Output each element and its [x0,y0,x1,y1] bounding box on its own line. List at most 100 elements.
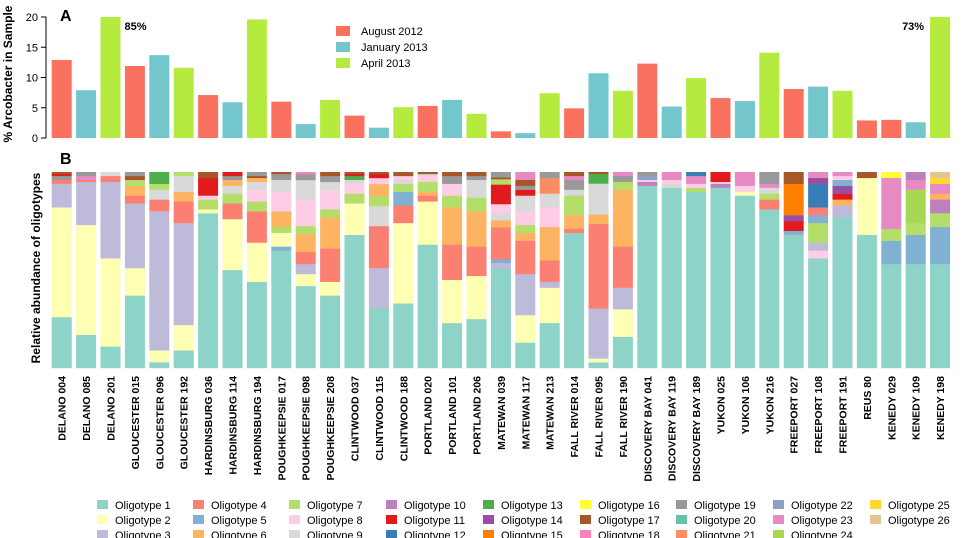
segment-oligotype-25 [930,177,951,184]
legend-swatch-oligotype-22 [773,500,784,509]
legend-swatch-oligotype-16 [580,500,591,509]
stack-yukon-106 [734,172,755,369]
segment-oligotype-23 [734,172,755,186]
segment-oligotype-11 [344,173,365,177]
segment-oligotype-3 [173,222,194,326]
segment-oligotype-12 [808,183,829,208]
segment-oligotype-23 [808,172,829,179]
bar-gloucester-015 [124,66,145,138]
segment-oligotype-19 [76,172,97,177]
segment-oligotype-2 [124,268,145,296]
segment-oligotype-11 [490,184,511,205]
legend-label-oligotype-25: Oligotype 25 [888,500,950,512]
stack-discovery-bay-119 [661,172,682,369]
segment-oligotype-4 [76,179,97,182]
segment-oligotype-9 [271,179,292,192]
x-label-matewan-117: MATEWAN 117 [520,376,532,449]
segment-oligotype-7 [759,193,780,200]
x-label-gloucester-015: GLOUCESTER 015 [130,376,142,470]
segment-oligotype-1 [100,346,121,369]
legend-label-oligotype-16: Oligotype 16 [598,500,660,512]
segment-oligotype-5 [271,246,292,251]
segment-oligotype-19 [637,172,658,177]
segment-oligotype-3 [588,308,609,359]
segment-oligotype-4 [173,201,194,224]
x-label-delano-085: DELANO 085 [81,376,93,441]
segment-oligotype-1 [344,234,365,369]
segment-oligotype-5 [930,226,951,265]
panel-a-y-tick-label: 20 [26,12,38,24]
segment-oligotype-23 [759,183,780,188]
segment-oligotype-4 [588,223,609,309]
stack-yukon-025 [710,172,731,369]
segment-oligotype-3 [539,281,560,288]
segment-oligotype-6 [466,211,487,247]
segment-oligotype-14 [832,185,853,194]
bar-value-label-delano-201: 85% [125,21,147,33]
segment-oligotype-17 [51,172,72,175]
legend-label-oligotype-5: Oligotype 5 [211,515,267,527]
segment-oligotype-1 [368,308,389,369]
segment-oligotype-15 [783,183,804,216]
stack-discovery-bay-041 [637,172,658,369]
legend-swatch-oligotype-9 [289,530,300,538]
segment-oligotype-1 [808,258,829,369]
segment-oligotype-6 [368,184,389,197]
segment-oligotype-6 [246,177,267,182]
segment-oligotype-23 [881,177,902,230]
segment-oligotype-17 [368,172,389,175]
segment-oligotype-8 [686,183,707,188]
stack-matewan-039 [490,172,511,369]
bar-poughkeepsie-208 [320,99,341,138]
segment-oligotype-2 [442,279,463,324]
panel-a-legend: August 2012 January 2013 April 2013 [336,26,428,70]
segment-oligotype-21 [539,177,560,194]
segment-oligotype-8 [661,179,682,184]
segment-oligotype-23 [905,179,926,190]
segment-oligotype-4 [393,205,414,224]
segment-oligotype-9 [222,185,243,194]
stack-clintwood-037 [344,172,365,369]
segment-oligotype-23 [930,183,951,194]
segment-oligotype-3 [149,211,170,351]
segment-oligotype-2 [271,232,292,247]
segment-oligotype-6 [588,214,609,225]
stack-portland-206 [466,172,487,369]
segment-oligotype-24 [905,189,926,224]
segment-oligotype-23 [612,172,633,177]
segment-oligotype-2 [320,281,341,296]
segment-oligotype-17 [856,172,877,179]
segment-oligotype-9 [100,172,121,177]
legend-label-oligotype-20: Oligotype 20 [694,515,756,527]
segment-oligotype-9 [149,189,170,200]
segment-oligotype-7 [246,201,267,212]
segment-oligotype-8 [515,211,536,226]
segment-oligotype-4 [222,203,243,220]
stack-fall-river-014 [564,172,585,369]
legend-swatch-oligotype-5 [193,515,204,524]
segment-oligotype-1 [124,295,145,369]
segment-oligotype-23 [661,172,682,181]
segment-oligotype-1 [320,295,341,369]
segment-oligotype-7 [271,226,292,233]
panel-a-y-axis: 0 5 10 15 20 [26,12,47,145]
segment-oligotype-6 [515,232,536,241]
segment-oligotype-17 [417,172,438,175]
x-label-portland-206: PORTLAND 206 [472,376,484,455]
segment-oligotype-2 [100,258,121,347]
legend-label-april-2013: April 2013 [361,58,411,70]
stack-poughkeepsie-208 [320,172,341,369]
segment-oligotype-2 [466,275,487,320]
segment-oligotype-1 [612,336,633,369]
segment-oligotype-19 [320,175,341,182]
segment-oligotype-17 [515,179,536,186]
x-label-kenedy-109: KENEDY 109 [911,376,923,440]
x-label-yukon-025: YUKON 025 [716,376,728,435]
segment-oligotype-5 [905,234,926,265]
bar-clintwood-115 [368,127,389,138]
segment-oligotype-1 [783,234,804,369]
x-label-kenedy-198: KENEDY 198 [935,376,947,440]
segment-oligotype-6 [417,191,438,196]
stack-hardinsburg-036 [198,172,219,369]
segment-oligotype-1 [271,250,292,369]
